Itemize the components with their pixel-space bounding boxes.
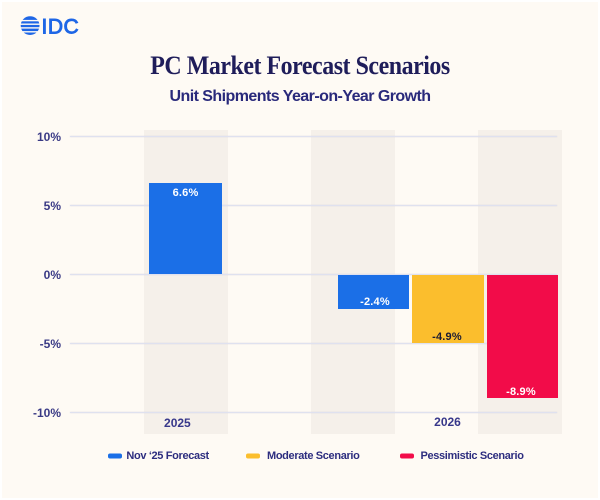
svg-text:IDC: IDC bbox=[42, 15, 80, 37]
